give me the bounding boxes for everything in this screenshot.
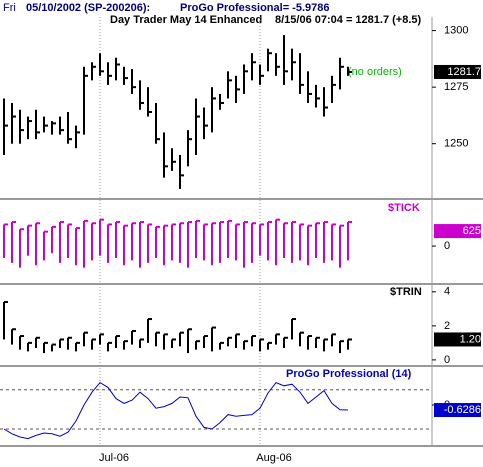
y-tick-label: 0	[444, 354, 450, 366]
y-tick-label: 1275	[444, 81, 468, 93]
panel-title: ProGo Professional (14)	[286, 368, 412, 380]
y-tick-label: 1250	[444, 138, 468, 150]
panel-title: $TRIN	[390, 286, 422, 298]
last-value-box	[434, 64, 481, 79]
chart-subtitle: 8/15/06 07:04 = 1281.7 (+8.5)	[275, 14, 422, 26]
y-tick-label: 0	[444, 240, 450, 252]
last-value-label: 1281.7	[447, 66, 481, 78]
x-tick-label: Aug-06	[256, 452, 291, 464]
annotation: (no orders)	[348, 66, 402, 78]
panel-title: $TICK	[388, 202, 420, 214]
y-tick-label: 2	[444, 320, 450, 332]
last-value-box	[434, 332, 481, 347]
chart-title: Day Trader May 14 Enhanced	[110, 14, 262, 26]
last-value-label: -0.6286	[444, 404, 481, 416]
last-value-label: 1.20	[460, 333, 481, 345]
indicator-line	[3, 381, 349, 440]
y-tick-label: 1300	[444, 24, 468, 36]
last-value-box	[434, 403, 481, 418]
indicator: ProGo Professional= -5.9786	[180, 2, 329, 14]
x-tick-label: Jul-06	[99, 452, 129, 464]
day: Fri	[3, 2, 16, 14]
symbol: 05/10/2002 (SP-200206):	[26, 2, 150, 14]
last-value-label: 625	[463, 225, 481, 237]
last-value-box	[434, 224, 481, 239]
y-tick-label: 4	[444, 286, 450, 298]
